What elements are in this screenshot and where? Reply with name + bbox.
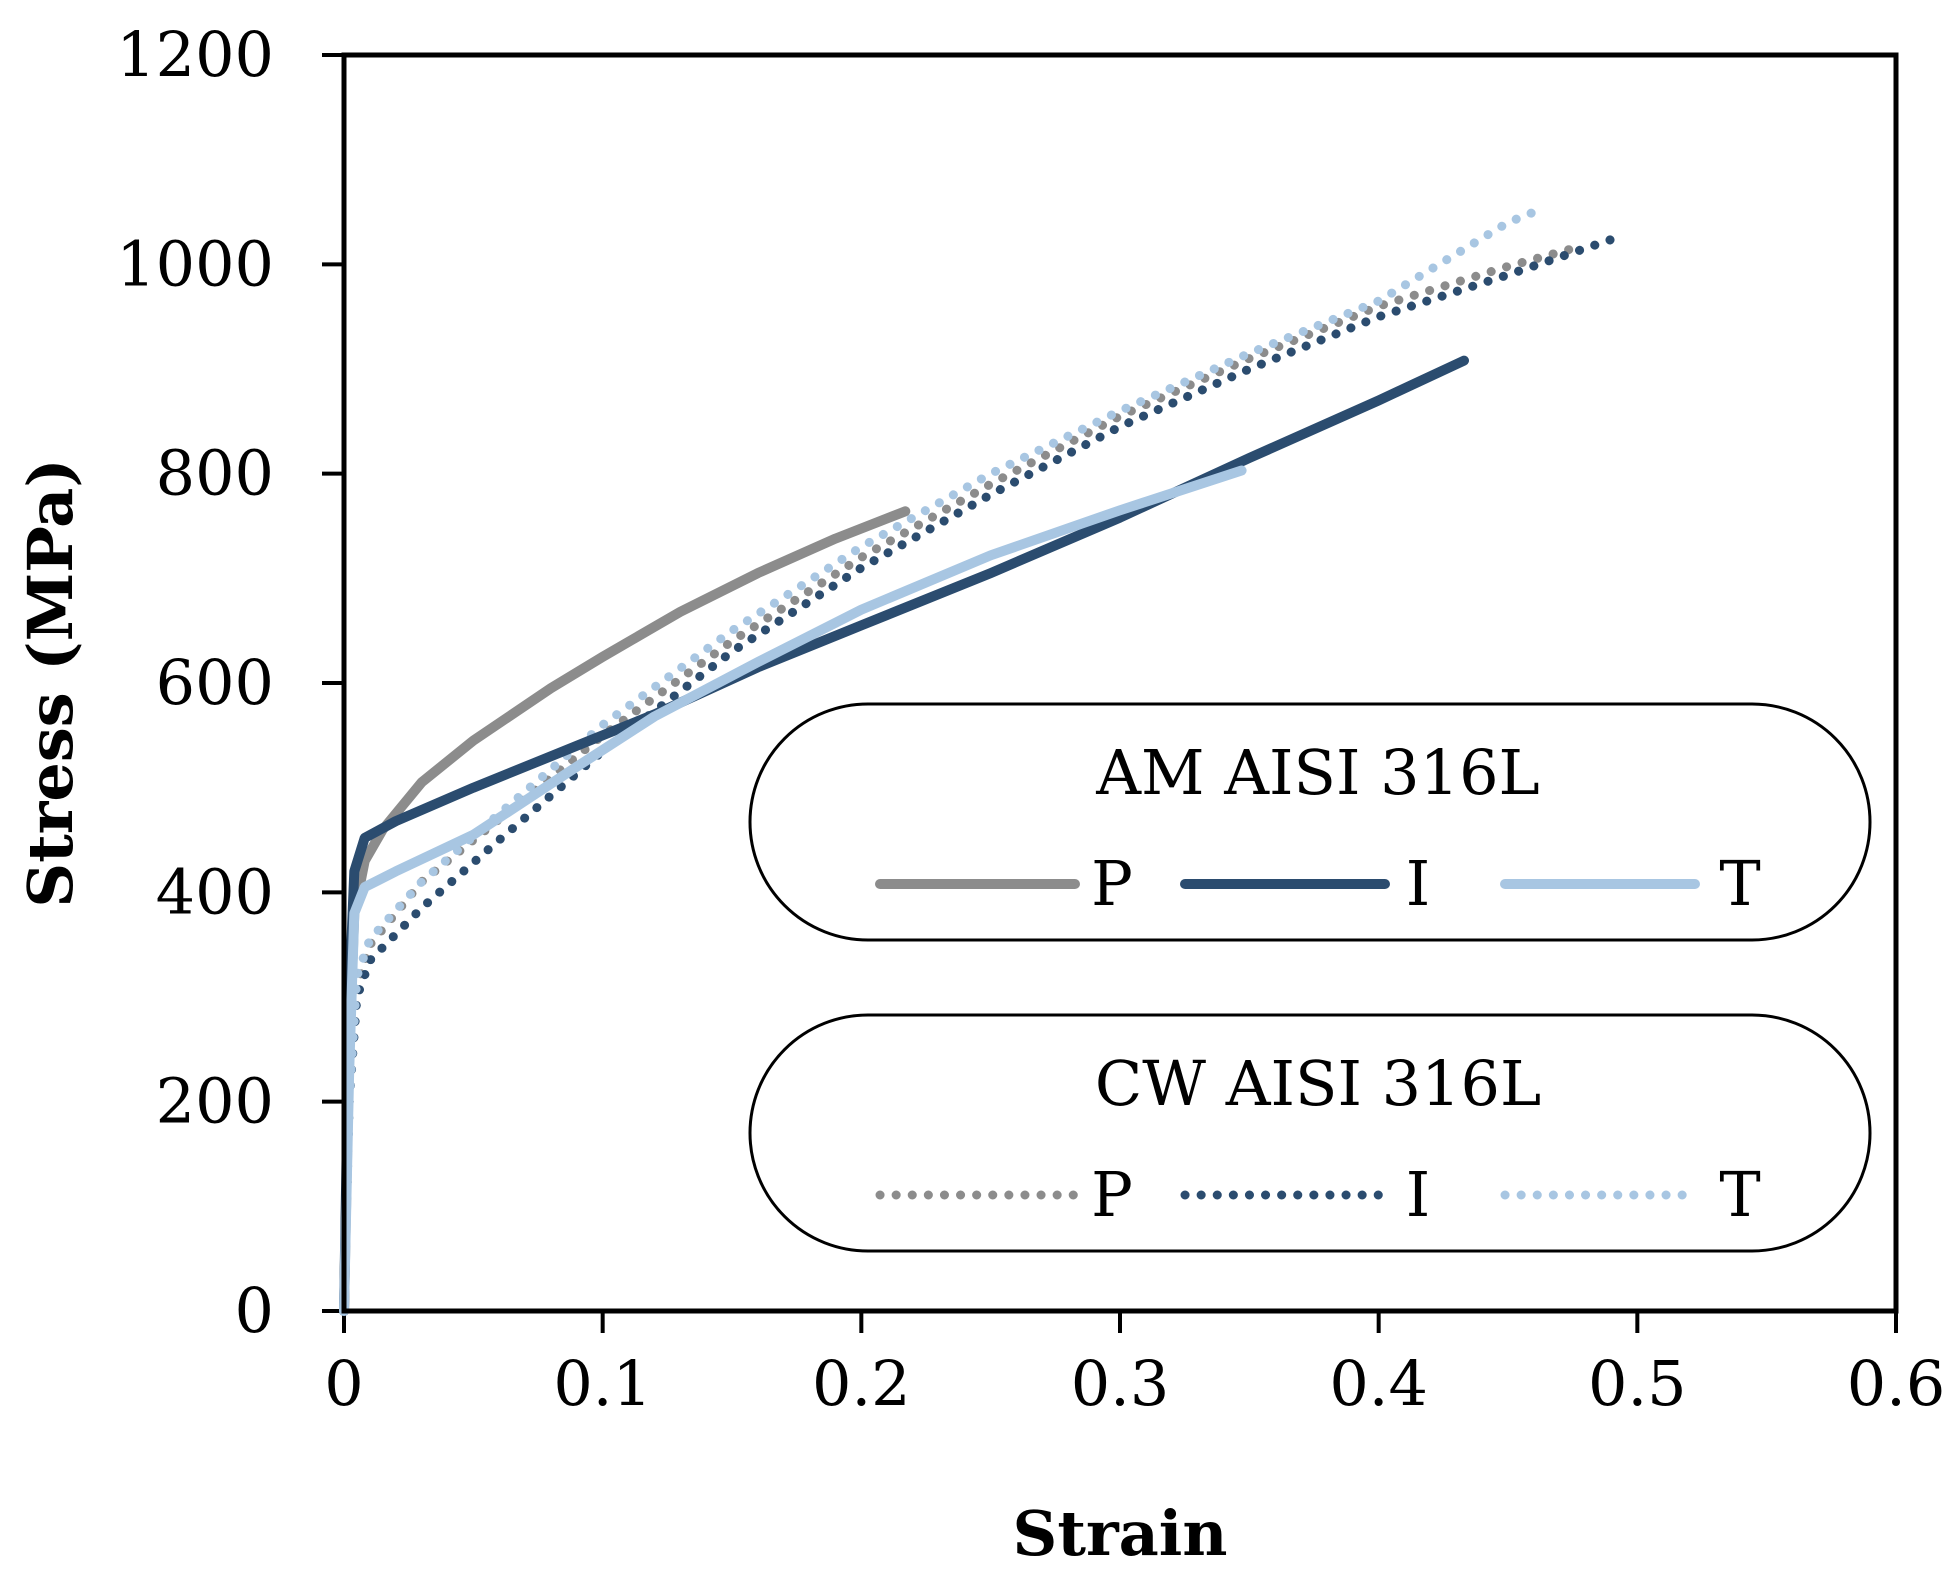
x-tick-label: 0.3 [1071, 1347, 1170, 1420]
y-tick-label: 1000 [116, 227, 274, 300]
series-line-cw-aisi-316l-i [339, 230, 1629, 1316]
plot-area-frame [341, 52, 1899, 1314]
x-tick-label: 0 [324, 1347, 363, 1420]
y-tick-label: 1200 [116, 18, 274, 91]
x-axis-title: Strain [1013, 1497, 1228, 1570]
legend-label-t: T [1719, 1158, 1760, 1231]
legend-title: AM AISI 316L [1095, 736, 1539, 809]
x-tick-label: 0.2 [812, 1347, 911, 1420]
y-axis-title: Stress (MPa) [14, 458, 87, 907]
legend-label-t: T [1719, 847, 1760, 920]
x-tick-label: 0.4 [1329, 1347, 1428, 1420]
y-tick-label: 800 [156, 437, 274, 510]
legend-title: CW AISI 316L [1095, 1047, 1541, 1120]
legend-label-i: I [1406, 847, 1431, 920]
legend-label-p: P [1091, 847, 1133, 920]
legend-label-p: P [1091, 1158, 1133, 1231]
x-tick-label: 0.5 [1588, 1347, 1687, 1420]
y-tick-label: 200 [156, 1065, 274, 1138]
y-tick-label: 400 [156, 855, 274, 928]
x-tick-label: 0.1 [553, 1347, 652, 1420]
x-tick-label: 0.6 [1847, 1347, 1946, 1420]
series-line-cw-aisi-316l-t [339, 207, 1539, 1316]
y-tick-label: 600 [156, 646, 274, 719]
y-tick-label: 0 [235, 1274, 274, 1347]
series-line-am-aisi-316l-t [339, 465, 1247, 1316]
legend-box-cw [748, 1013, 1872, 1253]
legend-label-i: I [1406, 1158, 1431, 1231]
